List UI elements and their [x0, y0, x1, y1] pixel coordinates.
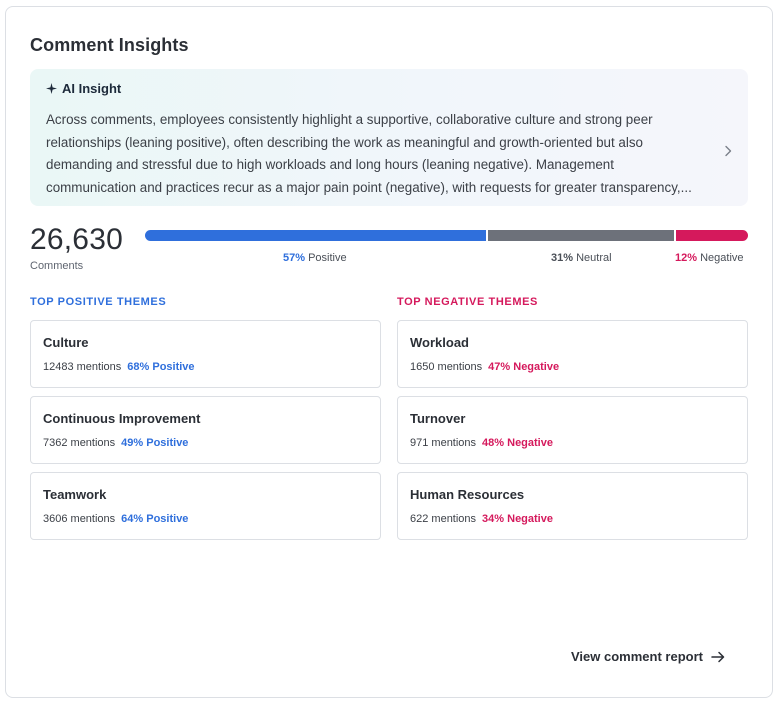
chevron-right-icon[interactable]: [722, 145, 734, 157]
theme-mentions: 12483 mentions: [43, 361, 122, 373]
positive-sentiment-label: 57% Positive: [283, 252, 347, 264]
view-comment-report-label: View comment report: [571, 649, 703, 664]
theme-meta: 12483 mentions 68% Positive: [43, 361, 195, 373]
theme-card-human-resources[interactable]: Human Resources 622 mentions 34% Negative: [397, 472, 748, 540]
neutral-pct: 31%: [551, 252, 574, 264]
theme-mentions: 7362 mentions: [43, 437, 116, 449]
theme-name: Continuous Improvement: [43, 411, 201, 426]
theme-sentiment-pct: 47% Negative: [488, 361, 560, 373]
sentiment-bar-positive: [145, 230, 486, 241]
view-comment-report-link[interactable]: View comment report: [571, 649, 725, 664]
theme-mentions: 971 mentions: [410, 437, 477, 449]
theme-mentions: 3606 mentions: [43, 513, 116, 525]
theme-sentiment-pct: 34% Negative: [482, 513, 553, 525]
theme-sentiment-pct: 49% Positive: [121, 437, 189, 449]
sentiment-bar-neutral: [488, 230, 674, 241]
ai-insight-text: Across comments, employees consistently …: [46, 112, 692, 195]
theme-sentiment-pct: 48% Negative: [482, 437, 553, 449]
sparkle-icon: [46, 83, 57, 94]
negative-pct: 12%: [675, 252, 698, 264]
comment-count: 26,630: [30, 223, 123, 256]
theme-mentions: 1650 mentions: [410, 361, 483, 373]
theme-card-turnover[interactable]: Turnover 971 mentions 48% Negative: [397, 396, 748, 464]
theme-card-culture[interactable]: Culture 12483 mentions 68% Positive: [30, 320, 381, 388]
comment-count-label: Comments: [30, 260, 84, 272]
theme-card-teamwork[interactable]: Teamwork 3606 mentions 64% Positive: [30, 472, 381, 540]
theme-meta: 1650 mentions 47% Negative: [410, 361, 559, 373]
negative-sentiment-label: 12% Negative: [675, 252, 744, 264]
theme-mentions: 622 mentions: [410, 513, 477, 525]
positive-text: Positive: [308, 252, 347, 264]
theme-sentiment-pct: 64% Positive: [121, 513, 189, 525]
ai-insight-panel[interactable]: AI Insight Across comments, employees co…: [30, 69, 748, 206]
theme-sentiment-pct: 68% Positive: [127, 361, 195, 373]
theme-name: Turnover: [410, 411, 466, 426]
theme-name: Teamwork: [43, 487, 107, 502]
theme-meta: 3606 mentions 64% Positive: [43, 513, 188, 525]
positive-pct: 57%: [283, 252, 306, 264]
theme-meta: 7362 mentions 49% Positive: [43, 437, 188, 449]
ai-insight-title: AI Insight: [62, 81, 122, 96]
theme-card-continuous-improvement[interactable]: Continuous Improvement 7362 mentions 49% …: [30, 396, 381, 464]
positive-themes-heading: TOP POSITIVE THEMES: [30, 296, 167, 308]
negative-text: Negative: [700, 252, 744, 264]
negative-themes-heading: TOP NEGATIVE THEMES: [397, 296, 538, 308]
arrow-right-icon: [711, 651, 725, 662]
card-title: Comment Insights: [30, 35, 189, 55]
comment-insights-card: Comment Insights AI Insight Across comme…: [5, 6, 773, 698]
theme-meta: 971 mentions 48% Negative: [410, 437, 553, 449]
theme-meta: 622 mentions 34% Negative: [410, 513, 553, 525]
neutral-text: Neutral: [576, 252, 612, 264]
neutral-sentiment-label: 31% Neutral: [551, 252, 612, 264]
theme-card-workload[interactable]: Workload 1650 mentions 47% Negative: [397, 320, 748, 388]
sentiment-bar-negative: [676, 230, 748, 241]
theme-name: Human Resources: [410, 487, 525, 502]
ai-insight-header: AI Insight: [46, 81, 121, 96]
theme-name: Workload: [410, 335, 469, 350]
theme-name: Culture: [43, 335, 89, 350]
